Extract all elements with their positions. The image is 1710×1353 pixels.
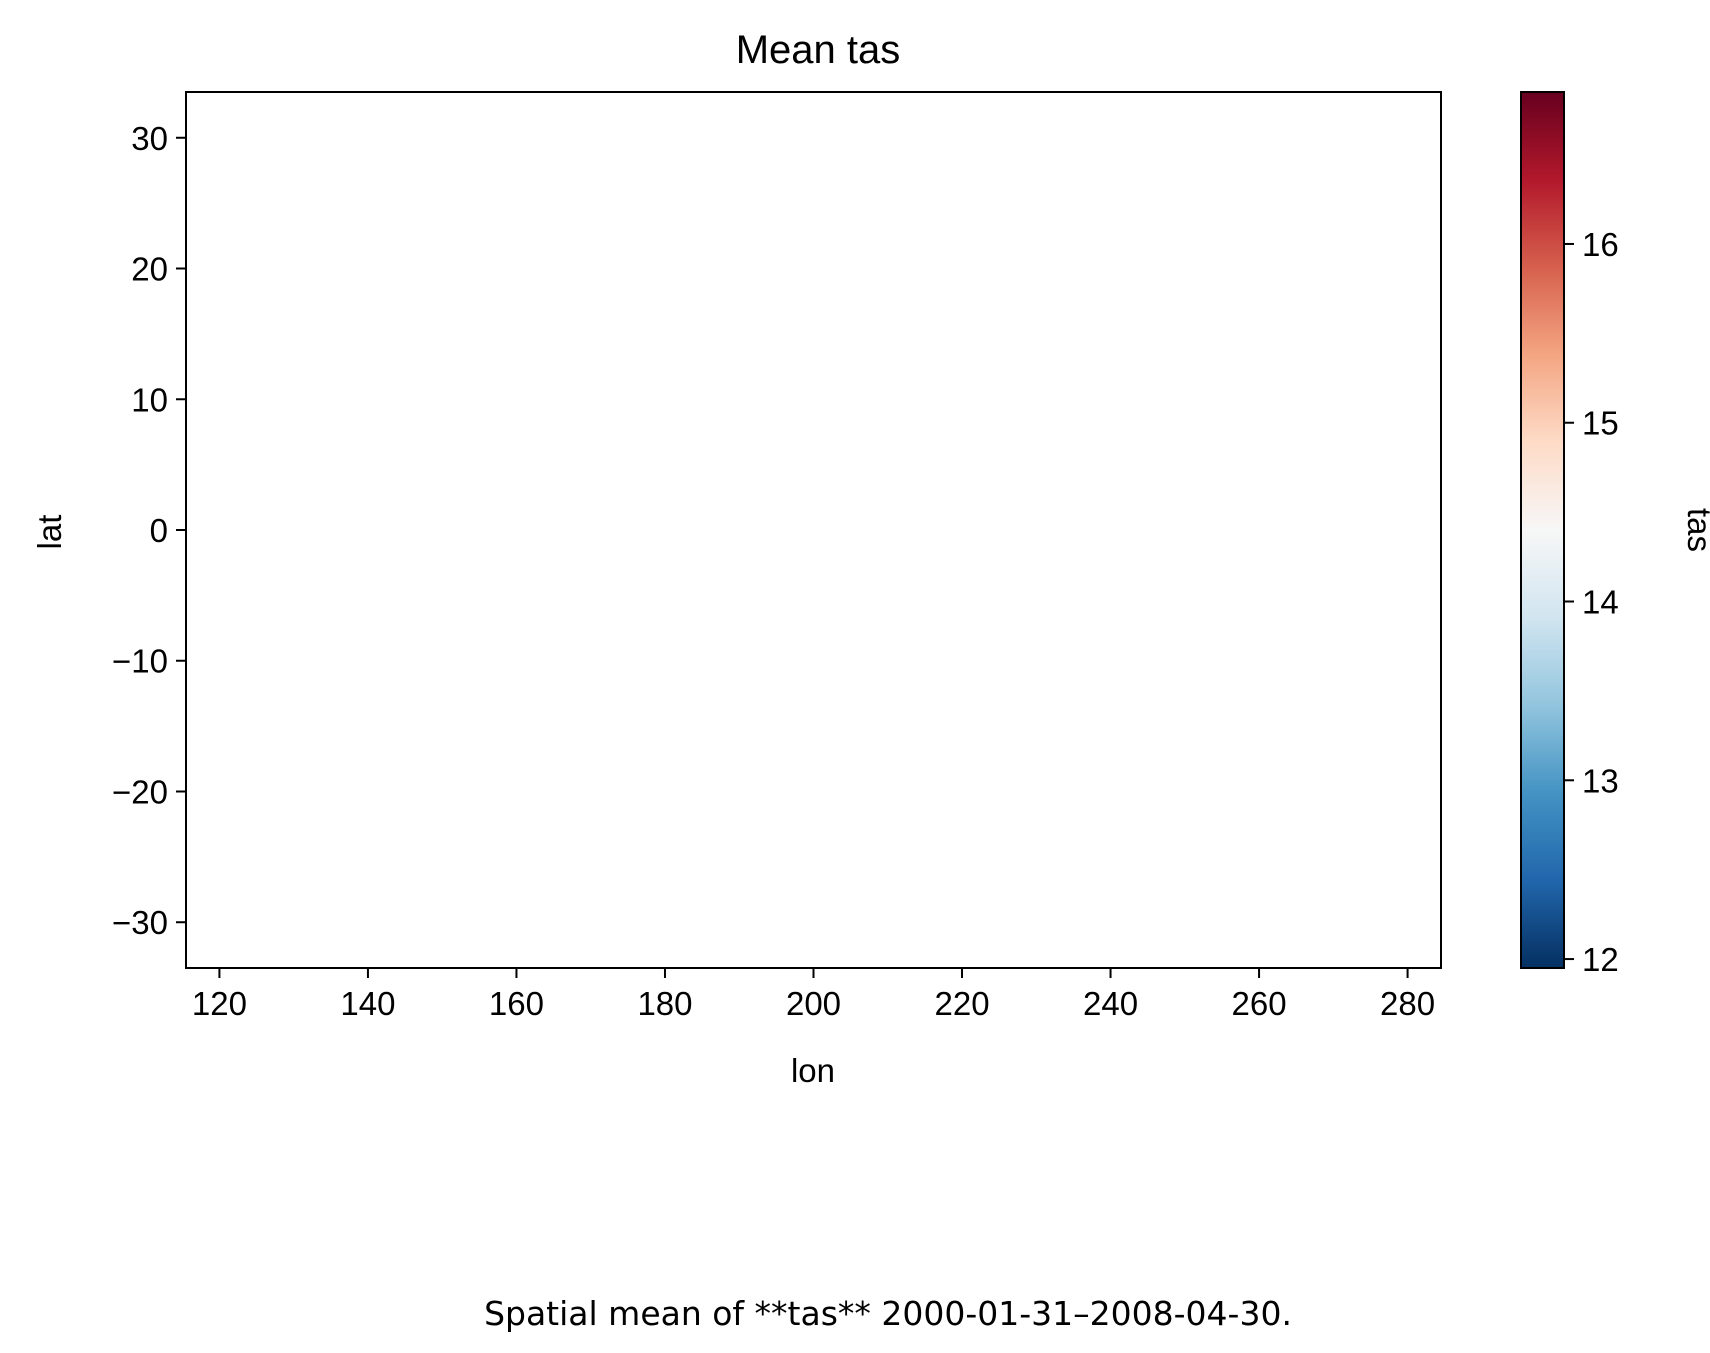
colorbar-tick-label: 15 (1582, 405, 1619, 442)
y-tick-label: −30 (112, 904, 168, 941)
colorbar-tick-label: 14 (1582, 584, 1619, 621)
x-tick-label: 260 (1232, 985, 1287, 1022)
colorbar-tick-label: 16 (1582, 226, 1619, 263)
colorbar-tick-label: 12 (1582, 941, 1619, 978)
x-tick-label: 120 (192, 985, 247, 1022)
y-tick-label: −10 (112, 643, 168, 680)
colorbar-tick-label: 13 (1582, 762, 1619, 799)
chart-title: Mean tas (736, 28, 901, 72)
x-tick-label: 180 (637, 985, 692, 1022)
y-axis-ticks: 30 20 10 0 −10 −20 −30 (112, 120, 186, 941)
y-tick-label: −20 (112, 773, 168, 810)
x-tick-label: 220 (934, 985, 989, 1022)
x-tick-label: 140 (340, 985, 395, 1022)
x-tick-label: 200 (786, 985, 841, 1022)
colorbar-ticks: 12 13 14 15 16 (1564, 226, 1619, 978)
y-tick-label: 20 (131, 251, 168, 288)
x-tick-label: 160 (489, 985, 544, 1022)
y-axis-label: lat (31, 515, 68, 550)
x-tick-label: 240 (1083, 985, 1138, 1022)
plot-area (185, 91, 1442, 969)
figure-caption: Spatial mean of **tas** 2000-01-31–2008-… (484, 1294, 1292, 1333)
colorbar-label: tas (1681, 508, 1710, 552)
x-tick-label: 280 (1380, 985, 1435, 1022)
y-tick-label: 0 (150, 512, 168, 549)
colorbar (1520, 91, 1565, 969)
x-axis-label: lon (791, 1052, 835, 1089)
x-axis-ticks: 120 140 160 180 200 220 240 260 280 (192, 968, 1435, 1022)
y-tick-label: 10 (131, 381, 168, 418)
y-tick-label: 30 (131, 120, 168, 157)
